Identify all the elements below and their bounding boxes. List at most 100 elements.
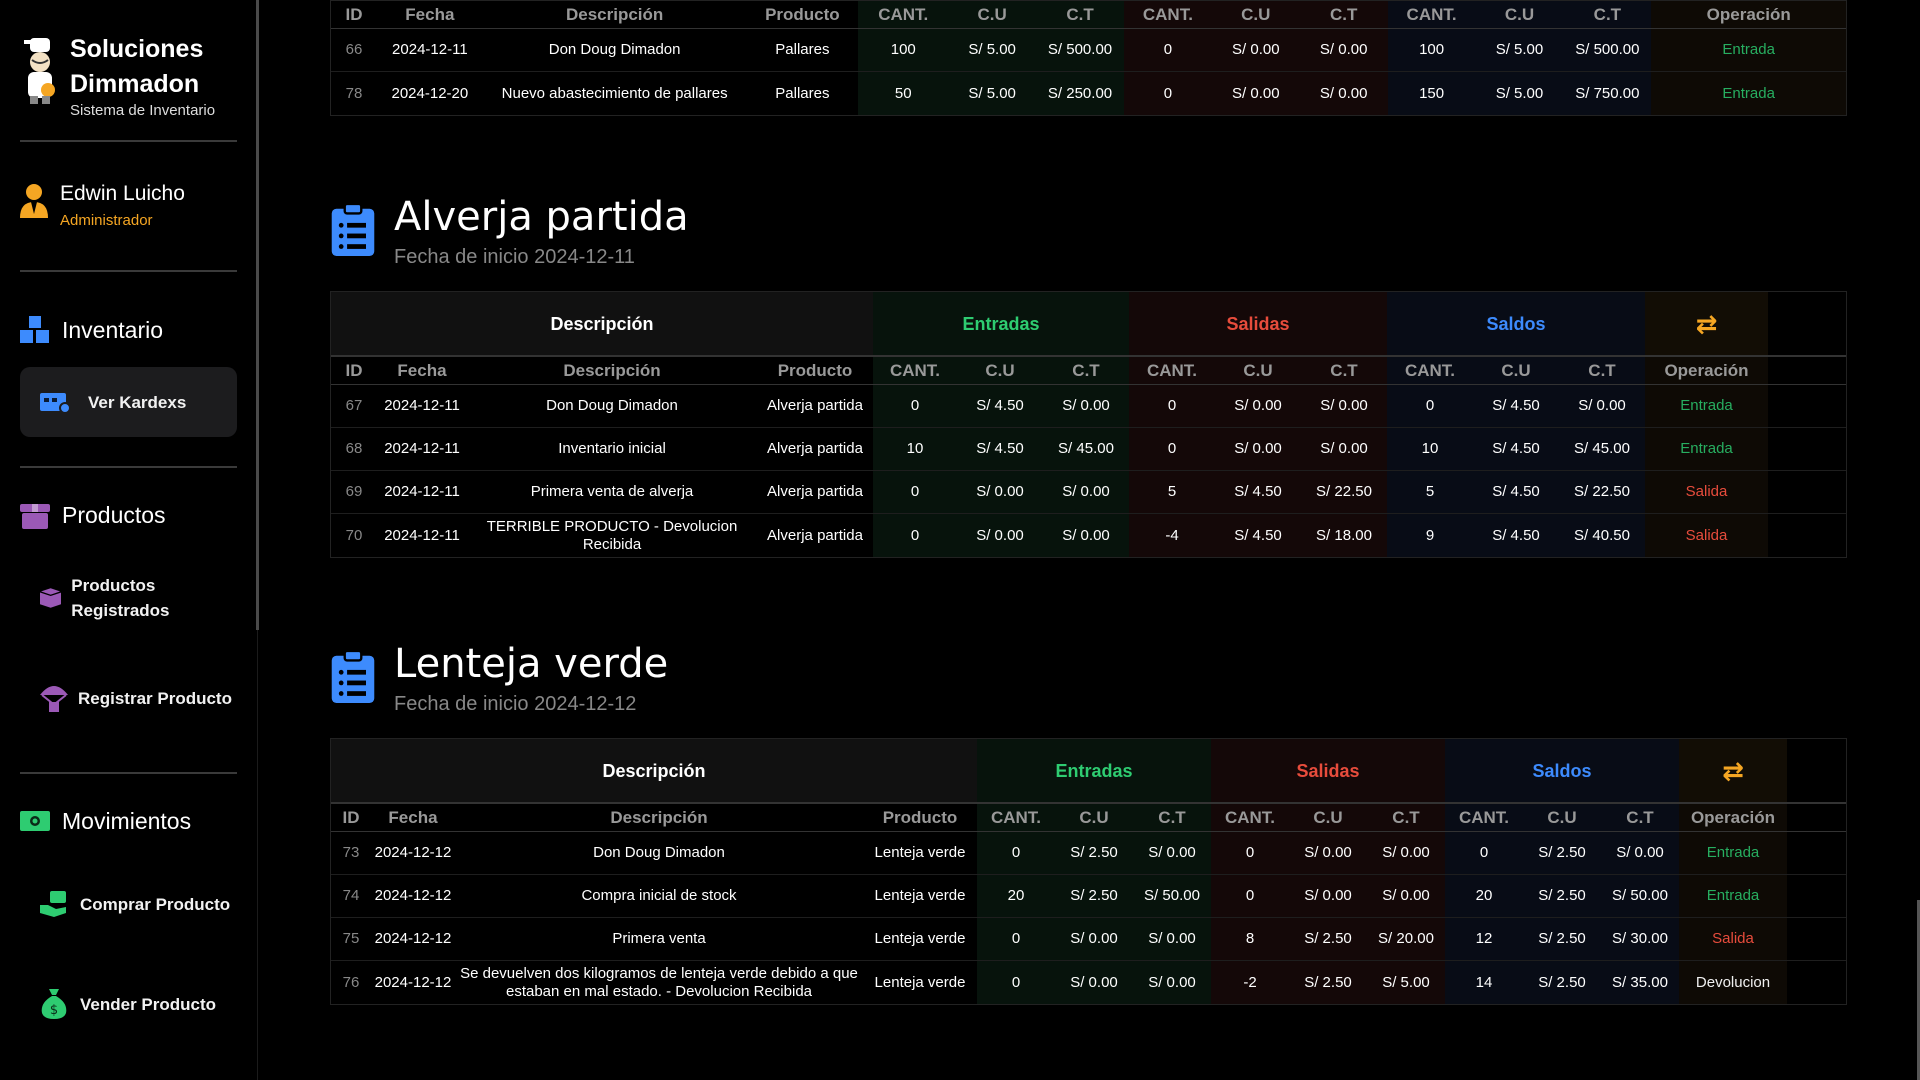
main-scrollbar[interactable] (1917, 900, 1920, 1080)
column-header-sld-ct: C.T (1559, 357, 1645, 384)
nav-comprar-producto[interactable]: Comprar Producto (20, 876, 237, 932)
group-salidas: Salidas (1211, 739, 1445, 802)
start-date: Fecha de inicio 2024-12-12 (394, 693, 637, 715)
group-saldos: Saldos (1445, 739, 1679, 802)
section-movimientos: Movimientos (20, 808, 191, 835)
cell-ent-cant: 50 (858, 72, 949, 115)
user-name: Edwin Luicho (60, 182, 185, 205)
cell-ent-cu: S/ 0.00 (957, 514, 1043, 557)
column-header-row: ID Fecha Descripción Producto CANT. C.U C.T CAN… (331, 1, 1847, 29)
cell-sld-ct: S/ 500.00 (1563, 29, 1652, 71)
product-title: Alverja partida (394, 194, 689, 240)
column-header-sal-cant: CANT. (1211, 804, 1289, 831)
cell-ent-ct: S/ 0.00 (1133, 832, 1211, 874)
cell-ent-ct: S/ 0.00 (1133, 918, 1211, 960)
cell-operacion: Entrada (1679, 875, 1787, 917)
nav-label: Comprar Producto (80, 894, 231, 914)
divider (20, 270, 237, 272)
cell-id: 76 (342, 973, 360, 991)
cell-sal-cant: -4 (1129, 514, 1215, 557)
cell-sal-cant: 0 (1129, 385, 1215, 427)
column-header-id: ID (345, 360, 363, 380)
cell-sal-ct: S/ 20.00 (1367, 918, 1445, 960)
cell-ent-ct: S/ 0.00 (1043, 471, 1129, 513)
cell-sld-cu: S/ 2.50 (1523, 832, 1601, 874)
cell-sal-ct: S/ 0.00 (1299, 29, 1388, 71)
cell-sal-cant: 5 (1129, 471, 1215, 513)
cell-ent-cu: S/ 4.50 (957, 385, 1043, 427)
cell-sld-cu: S/ 2.50 (1523, 961, 1601, 1004)
cell-sld-ct: S/ 22.50 (1559, 471, 1645, 513)
cell-sal-cu: S/ 0.00 (1211, 72, 1300, 115)
table-row: 78 2024-12-20 Nuevo abastecimiento de pall… (331, 72, 1847, 115)
section-label: Movimientos (62, 808, 192, 834)
cell-ent-cu: S/ 4.50 (957, 428, 1043, 470)
cell-sld-cant: 12 (1445, 918, 1523, 960)
column-header-sal-ct: C.T (1299, 1, 1388, 28)
cell-descripcion: Compra inicial de stock (581, 887, 737, 904)
chef-mascot-logo (24, 38, 55, 104)
cell-ent-cant: 0 (977, 961, 1055, 1004)
column-header-descripcion: Descripción (565, 4, 664, 24)
cell-sld-cant: 150 (1387, 72, 1476, 115)
cell-fecha: 2024-12-12 (374, 930, 452, 947)
nav-ver-kardexs[interactable]: Ver Kardexs (20, 367, 237, 437)
cell-sal-cu: S/ 4.50 (1215, 471, 1301, 513)
exchange-icon[interactable]: ⇄ (1679, 739, 1787, 802)
sidebar-scrollbar[interactable] (256, 0, 259, 630)
cell-sld-cu: S/ 2.50 (1523, 875, 1601, 917)
column-header-sld-ct: C.T (1601, 804, 1679, 831)
cell-producto: Alverja partida (767, 397, 863, 414)
cell-sal-cu: S/ 4.50 (1215, 514, 1301, 557)
cell-operacion: Entrada (1651, 72, 1847, 115)
section-inventario: Inventario (20, 316, 163, 344)
group-descripcion: Descripción (331, 292, 873, 355)
cell-sld-cant: 9 (1387, 514, 1473, 557)
cell-id: 67 (345, 397, 363, 414)
nav-registrar-producto[interactable]: Registrar Producto (20, 670, 237, 726)
column-header-sld-ct: C.T (1563, 1, 1652, 28)
cell-producto: Lenteja verde (874, 887, 966, 904)
open-box-icon (40, 588, 62, 608)
column-header-fecha: Fecha (397, 360, 447, 380)
cell-operacion: Entrada (1679, 832, 1787, 874)
column-header-sld-cant: CANT. (1445, 804, 1523, 831)
cell-sal-ct: S/ 0.00 (1301, 428, 1387, 470)
table-row: 76 2024-12-12 Se devuelven dos kilogramos … (331, 961, 1846, 1004)
parachute-box-icon (40, 686, 68, 712)
cell-fecha: 2024-12-11 (392, 41, 468, 58)
column-header-descripcion: Descripción (610, 807, 708, 827)
column-header-sal-ct: C.T (1301, 357, 1387, 384)
column-header-ent-cant: CANT. (873, 357, 957, 384)
divider (20, 466, 237, 468)
money-bag-icon: $ (41, 989, 67, 1019)
cell-sal-ct: S/ 0.00 (1301, 385, 1387, 427)
group-descripcion: Descripción (331, 739, 977, 802)
cell-ent-ct: S/ 0.00 (1043, 385, 1129, 427)
exchange-icon[interactable]: ⇄ (1645, 292, 1768, 355)
group-entradas: Entradas (873, 292, 1129, 355)
table-row: 74 2024-12-12 Compra inicial de stock Lente… (331, 875, 1846, 918)
cell-id: 68 (345, 440, 363, 457)
column-header-ent-cant: CANT. (858, 1, 949, 28)
cell-fecha: 2024-12-20 (391, 84, 469, 102)
section-label: Inventario (62, 316, 164, 343)
money-bill-icon (20, 810, 50, 831)
column-header-sal-cant: CANT. (1129, 357, 1215, 384)
cell-ent-cant: 10 (873, 428, 957, 470)
nav-vender-producto[interactable]: $ Vender Producto (20, 976, 237, 1032)
cell-ent-ct: S/ 0.00 (1133, 961, 1211, 1004)
cell-descripcion: Don Doug Dimadon (546, 397, 678, 414)
cell-sal-ct: S/ 0.00 (1367, 875, 1445, 917)
divider (20, 772, 237, 774)
group-header-row: Descripción Entradas Salidas Saldos ⇄ (331, 739, 1846, 804)
nav-productos-registrados[interactable]: Productos Registrados (20, 570, 237, 626)
user-profile[interactable]: Edwin Luicho Administrador (20, 182, 185, 229)
cell-descripcion: Inventario inicial (558, 440, 666, 457)
column-header-id: ID (345, 4, 363, 24)
cell-id: 66 (345, 41, 363, 58)
nav-label: Ver Kardexs (88, 392, 187, 412)
cell-descripcion: Don Doug Dimadon (548, 41, 681, 58)
cell-operacion: Salida (1679, 918, 1787, 960)
table-row: 75 2024-12-12 Primera venta Lenteja verde 0 S… (331, 918, 1846, 961)
